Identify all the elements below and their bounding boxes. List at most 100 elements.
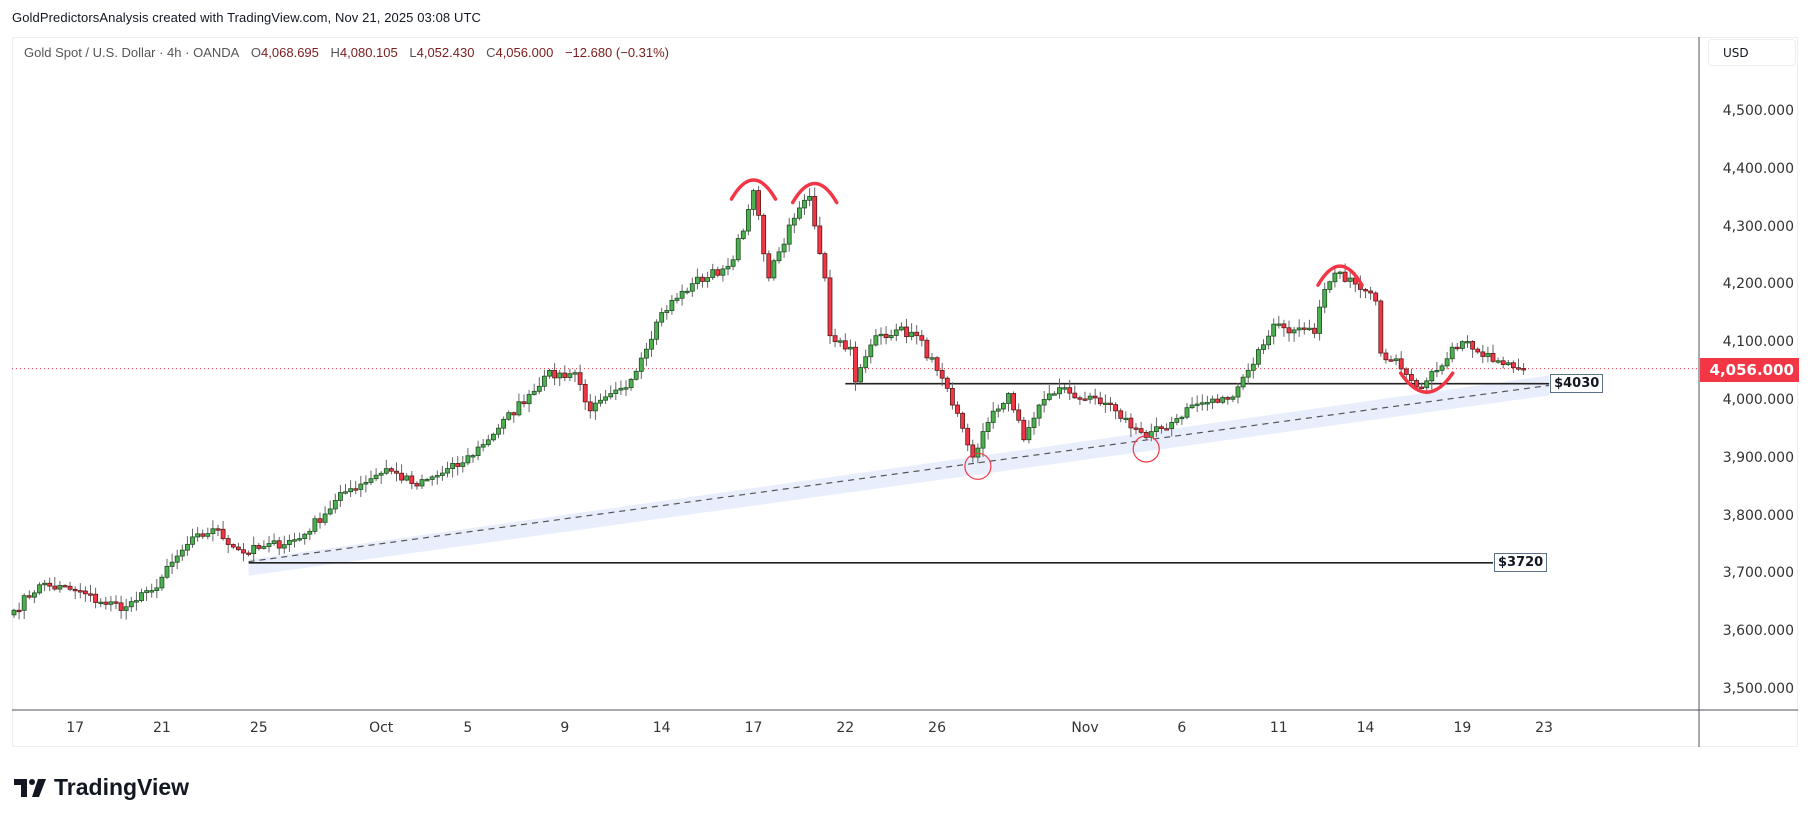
- candle-up: [751, 190, 756, 210]
- candle-down: [1383, 352, 1389, 361]
- candle-up: [261, 546, 267, 549]
- candle-up: [445, 468, 450, 474]
- candle-up: [1317, 306, 1322, 334]
- candle-up: [1194, 403, 1200, 406]
- candle-down: [1128, 417, 1134, 429]
- candle-up: [424, 479, 430, 482]
- candle-down: [317, 518, 323, 523]
- candle-up: [42, 582, 47, 586]
- candle-down: [883, 333, 889, 339]
- candle-up: [995, 408, 1001, 412]
- time-tick-label: 14: [652, 720, 671, 736]
- candle-up: [506, 412, 512, 420]
- candle-up: [848, 346, 853, 350]
- candle-down: [944, 377, 950, 389]
- candle-down: [113, 601, 119, 604]
- candle-down: [934, 357, 940, 371]
- candle-up: [899, 326, 904, 331]
- candle-up: [348, 488, 354, 493]
- time-tick-label: 19: [1453, 720, 1472, 736]
- candle-down: [842, 340, 848, 350]
- candle-down: [1475, 348, 1481, 353]
- candle-down: [1516, 367, 1521, 370]
- currency-selector[interactable]: USD: [1708, 39, 1796, 66]
- candle-up: [1245, 369, 1251, 378]
- candle-up: [674, 297, 680, 301]
- price-tick-label: 3,600.000: [1722, 623, 1794, 640]
- candle-down: [1454, 346, 1460, 350]
- tradingview-logo[interactable]: TradingView: [14, 774, 189, 801]
- candle-down: [1113, 404, 1118, 412]
- candle-down: [414, 483, 420, 487]
- candle-up: [536, 385, 542, 392]
- candle-up: [327, 508, 333, 515]
- time-tick-label: 5: [463, 720, 473, 736]
- candle-down: [1398, 358, 1404, 370]
- candle-up: [1169, 421, 1175, 430]
- candle-up: [791, 217, 797, 226]
- candle-up: [37, 584, 42, 594]
- trendline-band: [248, 375, 1550, 576]
- candle-up: [205, 533, 211, 537]
- candle-up: [516, 401, 522, 416]
- candle-down: [1077, 397, 1083, 400]
- candle-up: [975, 447, 981, 458]
- candle-down: [26, 595, 32, 598]
- candle-up: [358, 483, 364, 490]
- candle-up: [210, 528, 216, 534]
- candle-down: [1159, 426, 1164, 429]
- level-label[interactable]: $3720: [1494, 552, 1548, 572]
- candle-up: [174, 555, 180, 563]
- candle-up: [1210, 398, 1215, 403]
- candle-up: [378, 472, 384, 476]
- candle-down: [812, 195, 818, 227]
- candle-up: [807, 195, 812, 201]
- support-trendline: [248, 384, 1550, 563]
- candle-up: [307, 530, 313, 535]
- candle-down: [521, 401, 527, 405]
- candle-down: [1373, 292, 1379, 302]
- candle-up: [638, 357, 644, 372]
- level-label[interactable]: $4030: [1550, 373, 1604, 393]
- candle-down: [1403, 368, 1409, 375]
- candle-up: [1174, 418, 1180, 423]
- tradingview-logo-icon: [14, 778, 46, 797]
- time-tick-label: 11: [1269, 720, 1288, 736]
- candle-down: [1480, 351, 1486, 357]
- candle-up: [888, 335, 894, 339]
- candle-up: [1439, 365, 1445, 371]
- candle-up: [878, 333, 884, 337]
- candle-down: [83, 590, 88, 595]
- candle-up: [108, 601, 114, 605]
- bottom-arc-annotation: [1398, 371, 1455, 394]
- candle-up: [465, 455, 471, 464]
- candle-up: [771, 260, 777, 279]
- top-arc-annotation: [1316, 264, 1364, 287]
- candle-up: [1062, 387, 1067, 390]
- candle-up: [496, 427, 501, 435]
- candle-up: [628, 378, 634, 389]
- candle-down: [1490, 352, 1496, 362]
- candle-up: [485, 439, 491, 445]
- candle-down: [246, 552, 252, 555]
- symbol-title[interactable]: Gold Spot / U.S. Dollar · 4h · OANDA: [24, 45, 240, 60]
- candle-up: [32, 592, 37, 598]
- candle-down: [970, 444, 976, 458]
- low-value: 4,052.430: [416, 45, 475, 60]
- candle-up: [990, 410, 996, 423]
- candle-down: [924, 339, 930, 359]
- candle-up: [128, 601, 134, 608]
- candle-down: [827, 277, 833, 337]
- candle-up: [542, 375, 547, 387]
- candle-down: [1108, 402, 1113, 406]
- candle-up: [164, 565, 170, 578]
- candle-up: [1444, 358, 1450, 367]
- candle-up: [368, 478, 374, 483]
- candle-up: [98, 601, 104, 605]
- low-label: L: [409, 45, 417, 60]
- candle-down: [394, 470, 399, 474]
- candle-up: [1031, 417, 1037, 428]
- candle-up: [603, 396, 608, 401]
- candle-down: [853, 346, 858, 383]
